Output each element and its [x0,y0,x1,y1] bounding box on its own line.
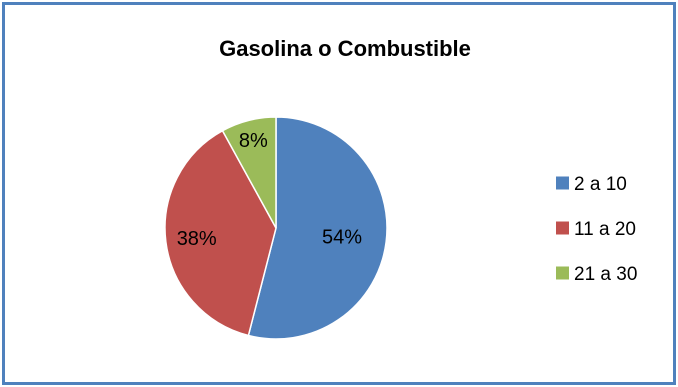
data-label-3: 8% [239,130,268,152]
data-label-2: 38% [177,228,217,250]
pie-slice-1 [247,116,388,340]
pie-data-labels: 54% 38% 8% [177,130,363,250]
legend-swatch-3 [556,266,569,280]
legend-label-1: 2 a 10 [574,174,627,195]
legend-label-3: 21 a 30 [574,264,637,285]
pie-slices [164,116,388,340]
chart-title: Gasolina o Combustible [219,36,471,61]
legend-label-2: 11 a 20 [574,219,636,240]
legend-swatch-1 [556,176,569,190]
legend: 2 a 10 11 a 20 21 a 30 [556,174,637,285]
pie-slice-2 [164,129,277,337]
data-label-1: 54% [322,226,362,248]
pie-slice-3 [221,116,277,229]
legend-swatch-2 [556,221,569,235]
